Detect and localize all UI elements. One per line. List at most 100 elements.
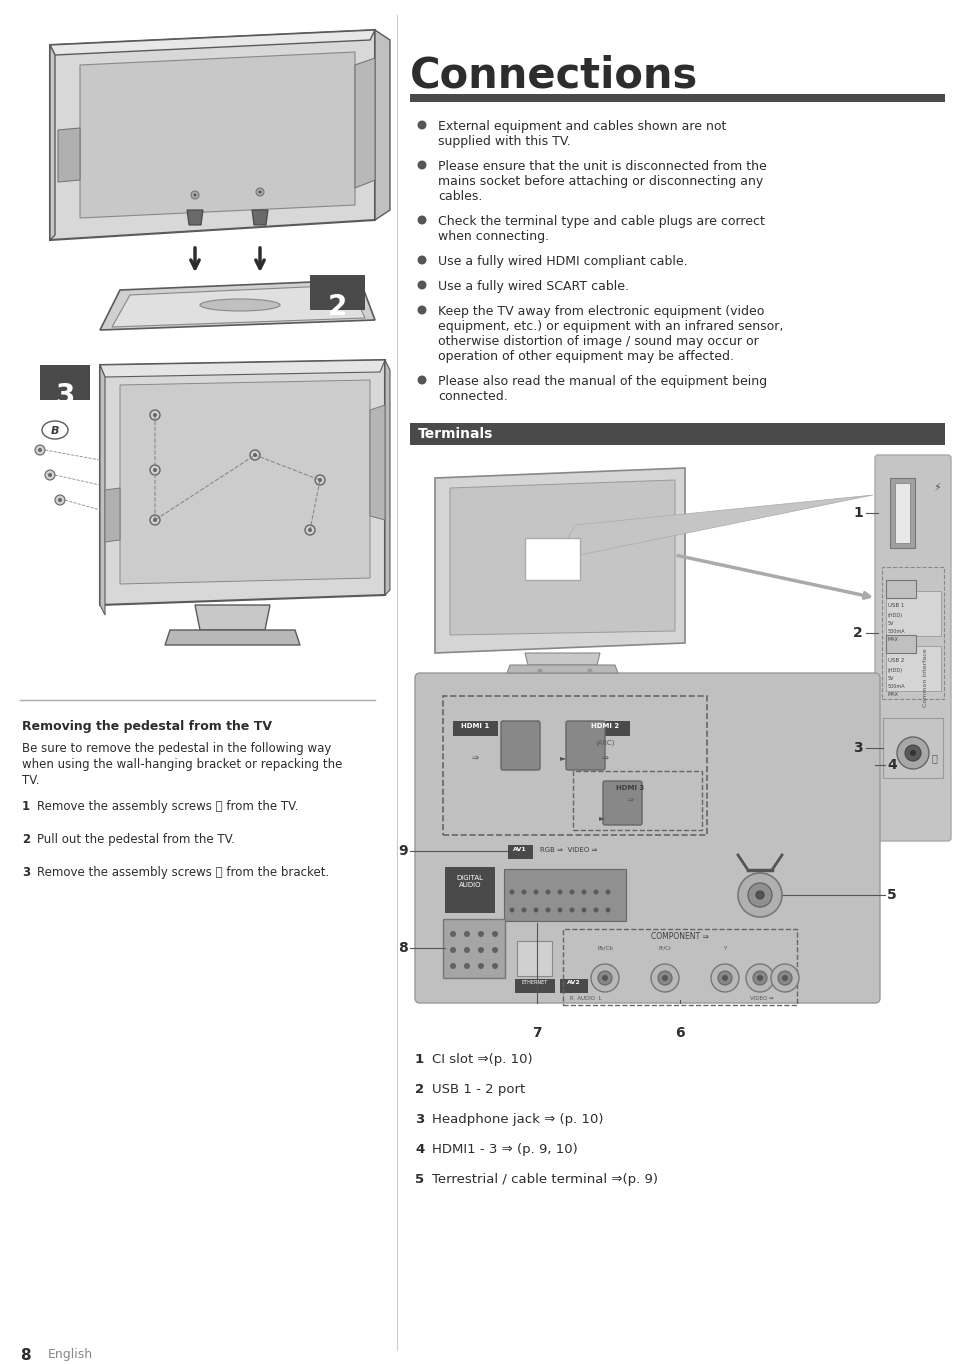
Circle shape <box>757 975 762 981</box>
Circle shape <box>463 947 470 953</box>
Circle shape <box>258 191 261 194</box>
Bar <box>517 940 552 976</box>
Circle shape <box>710 964 739 992</box>
Text: 8: 8 <box>397 940 408 955</box>
Text: HDMI 2: HDMI 2 <box>590 723 618 729</box>
Circle shape <box>417 306 426 314</box>
Circle shape <box>661 975 667 981</box>
Polygon shape <box>112 285 365 328</box>
Circle shape <box>152 414 157 416</box>
Text: Removing the pedestal from the TV: Removing the pedestal from the TV <box>22 719 272 733</box>
Circle shape <box>752 971 766 986</box>
Text: DIGITAL
AUDIO: DIGITAL AUDIO <box>456 875 483 889</box>
Circle shape <box>605 890 610 894</box>
Bar <box>882 718 942 778</box>
Circle shape <box>58 498 62 502</box>
Text: 4: 4 <box>415 1143 424 1156</box>
Text: 🎧: 🎧 <box>931 753 937 763</box>
Bar <box>40 364 90 400</box>
Text: AV2: AV2 <box>566 980 580 986</box>
Text: 2: 2 <box>852 627 862 640</box>
Polygon shape <box>165 631 299 646</box>
Bar <box>885 635 915 652</box>
Circle shape <box>38 448 42 452</box>
Polygon shape <box>100 280 375 330</box>
Text: (HDD): (HDD) <box>887 613 902 618</box>
Bar <box>507 845 533 859</box>
Text: 8: 8 <box>20 1349 30 1364</box>
Circle shape <box>191 191 199 199</box>
Text: 3: 3 <box>55 382 74 410</box>
Circle shape <box>477 931 483 936</box>
Polygon shape <box>385 360 390 595</box>
Circle shape <box>417 255 426 265</box>
Circle shape <box>250 450 260 460</box>
Circle shape <box>587 669 592 673</box>
Bar <box>885 646 940 691</box>
Text: Use a fully wired HDMI compliant cable.: Use a fully wired HDMI compliant cable. <box>437 255 687 268</box>
Text: 5: 5 <box>415 1173 424 1186</box>
Text: Remove the assembly screws Ⓐ from the bracket.: Remove the assembly screws Ⓐ from the br… <box>37 865 329 879</box>
Polygon shape <box>50 45 55 240</box>
Circle shape <box>909 749 915 756</box>
Bar <box>894 483 909 543</box>
Circle shape <box>477 947 483 953</box>
FancyBboxPatch shape <box>500 721 539 770</box>
Bar <box>453 721 497 736</box>
Circle shape <box>521 908 526 912</box>
Text: mains socket before attaching or disconnecting any: mains socket before attaching or disconn… <box>437 175 762 188</box>
Circle shape <box>755 891 763 900</box>
Text: 500mA: 500mA <box>887 629 904 633</box>
Bar <box>524 538 579 580</box>
Circle shape <box>253 453 256 457</box>
Polygon shape <box>120 379 370 584</box>
Circle shape <box>193 194 196 197</box>
Circle shape <box>450 947 456 953</box>
Text: (HDD): (HDD) <box>887 667 902 673</box>
Circle shape <box>537 669 542 673</box>
Circle shape <box>492 962 497 969</box>
Circle shape <box>417 120 426 130</box>
Circle shape <box>150 515 160 526</box>
Polygon shape <box>100 360 385 605</box>
Text: when connecting.: when connecting. <box>437 229 549 243</box>
Text: English: English <box>48 1349 93 1361</box>
Circle shape <box>417 216 426 224</box>
Text: R  AUDIO  L: R AUDIO L <box>569 996 601 1001</box>
Circle shape <box>581 890 586 894</box>
Text: Remove the assembly screws Ⓑ from the TV.: Remove the assembly screws Ⓑ from the TV… <box>37 800 298 814</box>
Circle shape <box>533 890 537 894</box>
Text: VIDEO ⇒: VIDEO ⇒ <box>749 996 773 1001</box>
Text: MAX: MAX <box>887 637 898 642</box>
Circle shape <box>477 962 483 969</box>
FancyBboxPatch shape <box>874 455 950 841</box>
Text: HDMI1 - 3 ⇒ (p. 9, 10): HDMI1 - 3 ⇒ (p. 9, 10) <box>432 1143 578 1156</box>
Text: ►: ► <box>559 753 566 762</box>
FancyBboxPatch shape <box>602 781 641 824</box>
Text: USB 1: USB 1 <box>887 603 903 607</box>
Circle shape <box>55 495 65 505</box>
Text: AV1: AV1 <box>513 848 526 852</box>
Bar <box>559 979 587 992</box>
Polygon shape <box>194 605 270 631</box>
Text: HDMI 1: HDMI 1 <box>460 723 489 729</box>
Bar <box>410 423 944 445</box>
Circle shape <box>770 964 799 992</box>
Text: USB 1 - 2 port: USB 1 - 2 port <box>432 1082 525 1096</box>
Circle shape <box>308 528 312 532</box>
Text: Terminals: Terminals <box>417 427 493 441</box>
Text: Keep the TV away from electronic equipment (video: Keep the TV away from electronic equipme… <box>437 304 763 318</box>
Text: Use a fully wired SCART cable.: Use a fully wired SCART cable. <box>437 280 628 293</box>
Text: when using the wall-hanging bracket or repacking the: when using the wall-hanging bracket or r… <box>22 758 342 771</box>
Circle shape <box>650 964 679 992</box>
Circle shape <box>305 526 314 535</box>
Circle shape <box>48 474 52 476</box>
Polygon shape <box>187 210 203 225</box>
Text: 2: 2 <box>327 293 346 321</box>
Polygon shape <box>252 210 268 225</box>
Circle shape <box>152 517 157 521</box>
Text: Headphone jack ⇒ (p. 10): Headphone jack ⇒ (p. 10) <box>432 1112 603 1126</box>
Bar <box>889 478 914 547</box>
Text: 3: 3 <box>415 1112 424 1126</box>
Polygon shape <box>450 480 675 635</box>
